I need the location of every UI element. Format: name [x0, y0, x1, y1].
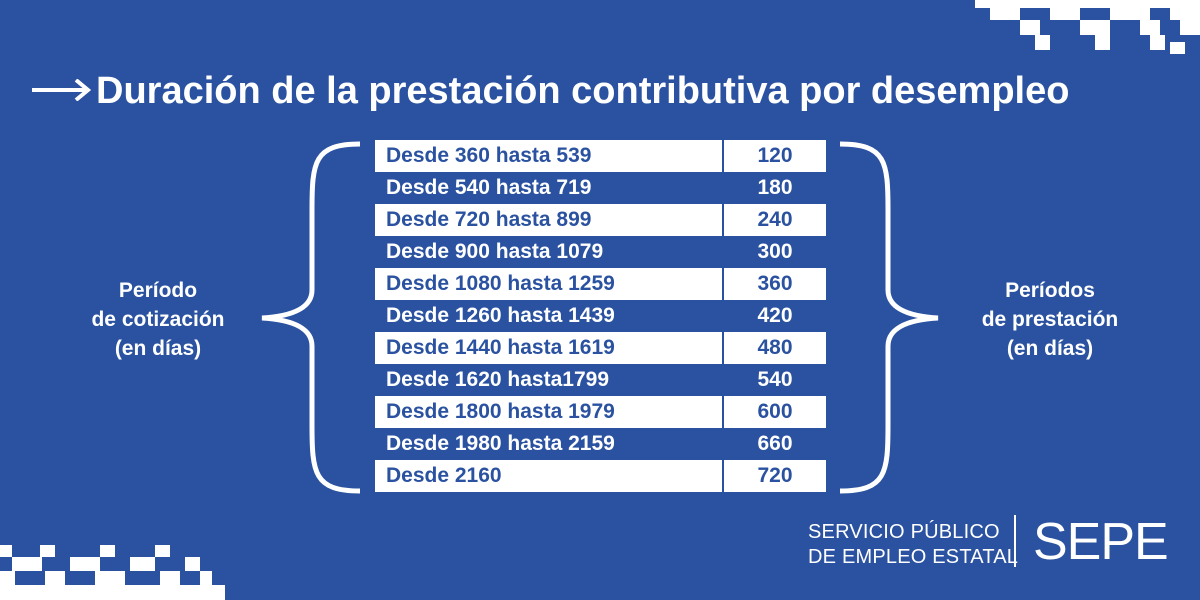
- table-row: Desde 360 hasta 539 120: [375, 140, 826, 172]
- table-cell-days: 540: [757, 368, 793, 391]
- table-cell-days: 480: [724, 332, 826, 364]
- table-row: Desde 1080 hasta 1259 360: [375, 268, 826, 300]
- table-cell-range: Desde 720 hasta 899: [375, 204, 722, 236]
- table-row: Desde 1620 hasta1799 540: [375, 364, 826, 396]
- duration-table: Desde 360 hasta 539 120 Desde 540 hasta …: [375, 140, 826, 492]
- table-cell-days: 240: [724, 204, 826, 236]
- table-row: Desde 1980 hasta 2159 660: [375, 428, 826, 460]
- brand-name: SERVICIO PÚBLICO DE EMPLEO ESTATAL: [808, 520, 1018, 570]
- table-cell-range: Desde 540 hasta 719: [386, 176, 592, 199]
- table-cell-range: Desde 900 hasta 1079: [386, 240, 604, 263]
- table-cell-range: Desde 1260 hasta 1439: [386, 304, 615, 327]
- table-row: Desde 1440 hasta 1619 480: [375, 332, 826, 364]
- table-row: Desde 540 hasta 719 180: [375, 172, 826, 204]
- page-title: Duración de la prestación contributiva p…: [96, 66, 1069, 116]
- left-label-cotizacion: Período de cotización (en días): [48, 276, 268, 363]
- table-row: Desde 900 hasta 1079 300: [375, 236, 826, 268]
- table-cell-range: Desde 1440 hasta 1619: [375, 332, 722, 364]
- left-label-line2: de cotización: [91, 308, 225, 331]
- right-label-line3: (en días): [1006, 337, 1094, 360]
- brand-line2: DE EMPLEO ESTATAL: [808, 546, 1019, 568]
- table-cell-days: 180: [757, 176, 793, 199]
- left-label-line3: (en días): [114, 337, 202, 360]
- table-cell-range: Desde 1800 hasta 1979: [375, 396, 722, 428]
- table-cell-days: 120: [724, 140, 826, 172]
- right-label-line1: Períodos: [1005, 279, 1095, 302]
- right-brace-icon: [839, 141, 939, 494]
- sepe-logo: SEPE: [1033, 513, 1169, 571]
- table-cell-range: Desde 360 hasta 539: [375, 140, 722, 172]
- table-cell-days: 300: [757, 240, 793, 263]
- table-cell-days: 720: [724, 460, 826, 492]
- table-cell-range: Desde 1980 hasta 2159: [386, 432, 615, 455]
- table-cell-days: 360: [724, 268, 826, 300]
- right-label-line2: de prestación: [981, 308, 1119, 331]
- brand-divider: [1014, 515, 1016, 567]
- table-row: Desde 1800 hasta 1979 600: [375, 396, 826, 428]
- table-cell-range: Desde 1080 hasta 1259: [375, 268, 722, 300]
- brand-line1: SERVICIO PÚBLICO: [808, 521, 1000, 543]
- table-cell-days: 420: [757, 304, 793, 327]
- table-cell-range: Desde 1620 hasta1799: [386, 368, 609, 391]
- table-cell-days: 600: [724, 396, 826, 428]
- left-label-line1: Período: [118, 279, 198, 302]
- table-cell-days: 660: [757, 432, 793, 455]
- right-label-prestacion: Períodos de prestación (en días): [940, 276, 1160, 363]
- table-row: Desde 2160 720: [375, 460, 826, 492]
- table-row: Desde 1260 hasta 1439 420: [375, 300, 826, 332]
- table-row: Desde 720 hasta 899 240: [375, 204, 826, 236]
- table-cell-range: Desde 2160: [375, 460, 722, 492]
- right-arrow-icon: [32, 79, 92, 101]
- page-title-text: Duración de la prestación contributiva p…: [96, 70, 1070, 112]
- left-brace-icon: [261, 141, 361, 494]
